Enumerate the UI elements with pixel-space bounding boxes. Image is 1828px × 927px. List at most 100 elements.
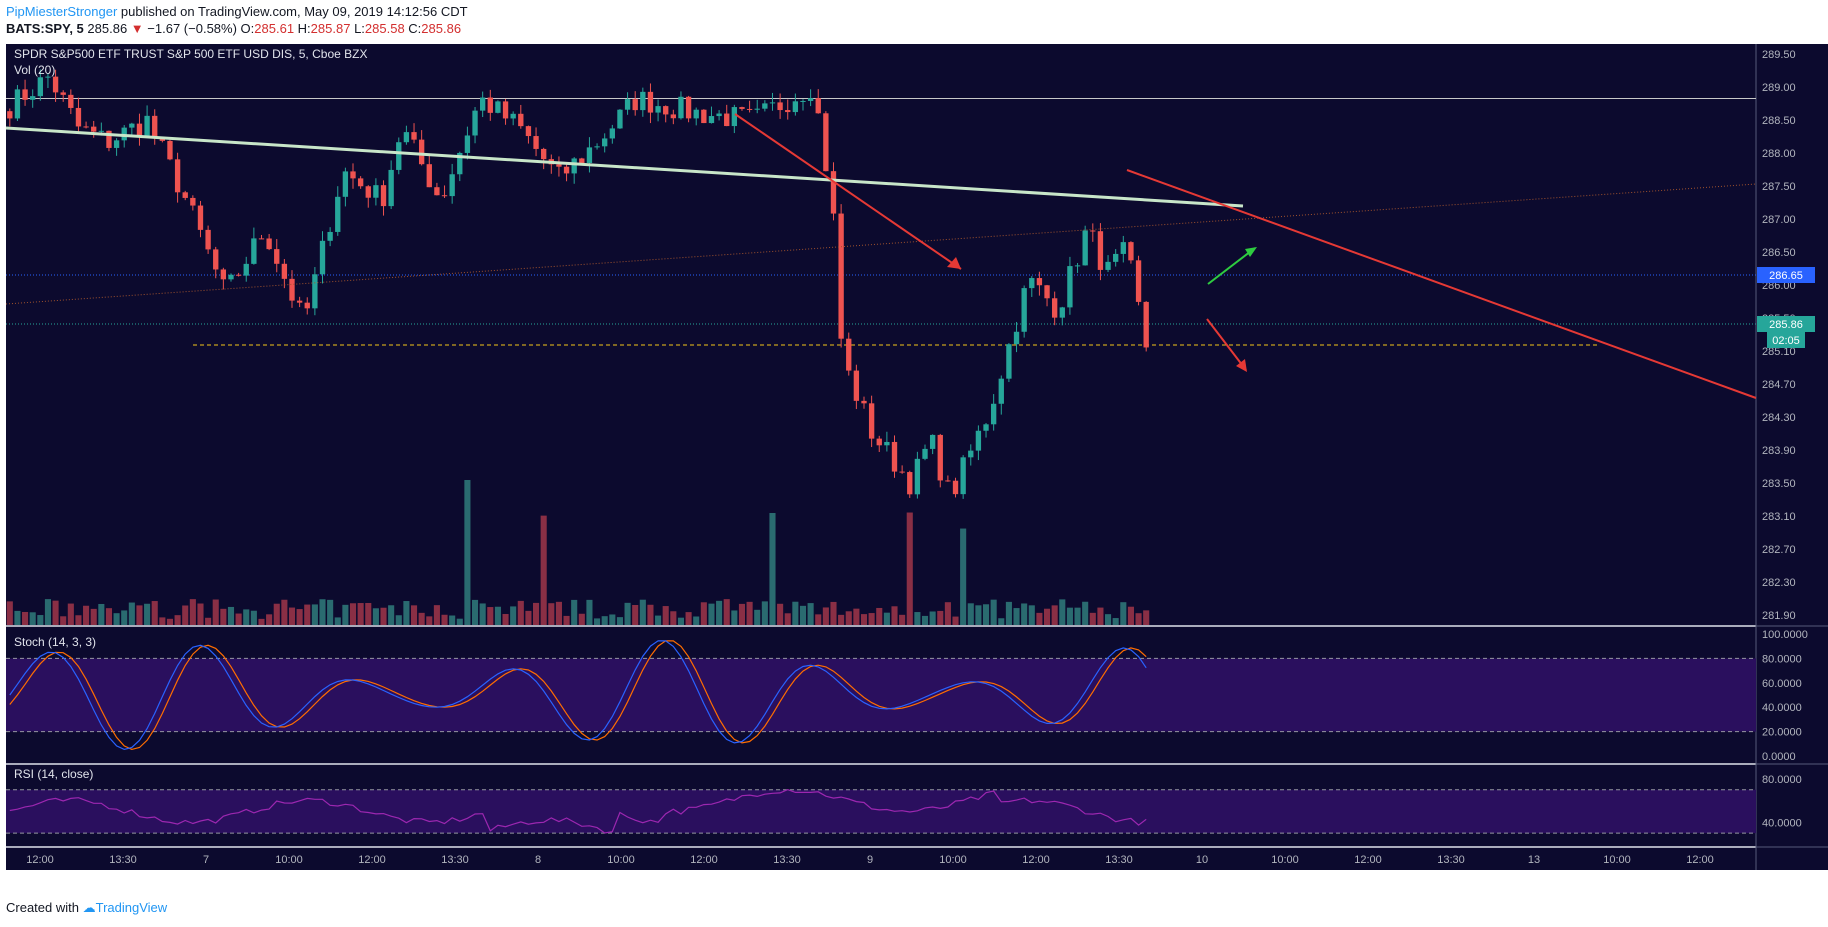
candle-body [609,128,615,139]
candle-body [907,472,913,495]
candle-body [1090,230,1096,232]
candle-body [998,378,1004,404]
volume-bar [1013,608,1020,625]
candle-body [365,186,371,198]
volume-bar [517,600,524,625]
volume-bar [327,599,334,625]
volume-bar [1105,614,1112,625]
volume-bar [29,612,36,625]
candle-body [678,96,684,119]
down-arrow-icon: ▼ [130,21,144,36]
rising-dotted-line[interactable] [5,183,1757,305]
volume-bar [1127,606,1134,625]
candle-body [418,139,425,165]
volume-bar [876,607,883,625]
price-tick: 283.50 [1762,478,1796,490]
candle-body [205,229,211,250]
candle-body [129,123,135,128]
rsi-line [9,788,1147,834]
volume-bar [52,600,59,625]
candle-body [1029,278,1035,289]
descending-trendline[interactable] [5,126,1244,208]
volume-bar [266,614,273,625]
bearish-trendline[interactable] [1126,169,1757,399]
candle-body [235,274,242,276]
candle-body [75,107,82,127]
time-tick: 12:00 [1022,854,1050,866]
time-axis-strip[interactable] [6,848,1756,870]
volume-bar [14,610,21,625]
candle-body [541,148,547,160]
candle-body [136,123,143,136]
created-with-text: Created with [6,900,79,915]
candle-body [98,130,105,132]
candle-body [975,430,982,451]
candle-body [1013,331,1020,345]
price-axis-strip[interactable] [1756,44,1828,870]
volume-bar [990,599,997,625]
volume-bar [860,614,868,625]
price-tick: 287.50 [1762,181,1796,193]
volume-bar [1097,607,1104,625]
symbol-legend: SPDR S&P500 ETF TRUST S&P 500 ETF USD DI… [14,47,367,61]
price-tick: 282.70 [1762,544,1796,556]
candle-body [701,109,707,124]
volume-bar [601,616,608,625]
trading-chart[interactable]: SPDR S&P500 ETF TRUST S&P 500 ETF USD DI… [0,44,1828,890]
volume-bar [906,512,913,625]
volume-bar [967,603,974,625]
volume-bar [571,599,578,625]
candle-body [716,113,722,117]
tradingview-brand[interactable]: TradingView [95,900,168,915]
volume-bar [136,605,143,625]
horizontal-levels [6,97,1756,346]
volume-bar [838,614,845,625]
candle-body [396,142,402,170]
author-link[interactable]: PipMiesterStronger [6,4,118,19]
candle-body [1021,288,1027,332]
volume-bar [174,615,181,625]
candle-body [945,480,951,482]
volume-bar [182,605,189,625]
price-tick: 283.90 [1762,445,1796,457]
volume-bar [144,603,151,625]
volume-bar [471,599,479,625]
candle-body [617,109,623,129]
volume-bar [235,613,242,625]
candle-body [640,91,646,111]
candle-body [220,269,227,280]
volume-bar [548,603,555,625]
candle-body [602,138,608,147]
time-tick: 13:30 [773,854,801,866]
arrow-up [1207,247,1256,285]
candle-body [884,441,890,446]
volume-bar [929,611,936,625]
footer: Created with ☁TradingView [6,900,167,916]
candle-body [174,159,181,193]
stoch-axis-ticks: 100.0000 80.0000 60.0000 40.0000 20.0000 0.00… [1762,629,1808,763]
candle-body [968,450,974,458]
candle-body [68,94,74,108]
volume-bar [456,618,463,625]
tradingview-logo-icon[interactable]: ☁ [82,900,96,915]
volume-bar [754,609,761,625]
volume-bar [807,603,814,625]
volume-bar [914,612,921,625]
volume-bar [647,604,654,625]
price-pane[interactable] [6,44,1756,625]
last-price: 285.86 [87,21,128,36]
volume-bar [731,610,738,625]
price-tick: 284.30 [1762,412,1796,424]
volume-bar [1059,599,1066,625]
volume-bar [586,599,593,625]
volume-bar [403,601,410,625]
candle-body [296,300,303,303]
candlesticks [7,69,1149,499]
price-tick: 288.50 [1762,115,1796,127]
volume-bar [723,599,730,625]
volume-bar [1074,607,1081,625]
volume-bar [22,611,29,625]
candle-body [14,89,21,119]
candle-body [388,169,394,207]
volume-bar [220,608,227,625]
